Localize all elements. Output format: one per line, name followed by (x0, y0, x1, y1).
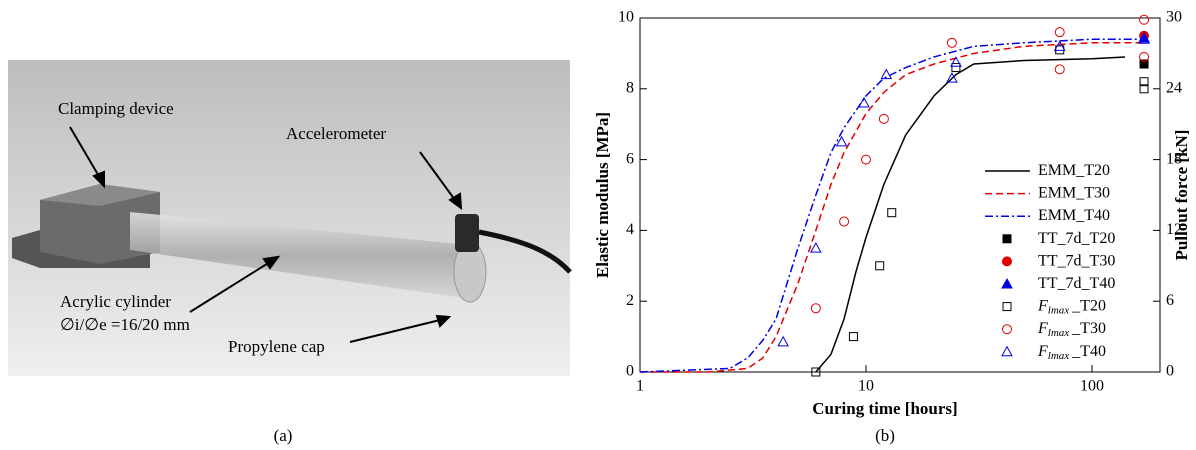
legend-text: _T40 (1071, 342, 1106, 359)
y-tick-label: 0 (626, 363, 634, 380)
marker (810, 242, 822, 253)
legend-label: EMM_T20 (1038, 162, 1110, 179)
annotation: Clamping device (58, 99, 174, 118)
legend-subscript: lmax (1048, 349, 1070, 361)
x-tick-label: 10 (858, 378, 874, 395)
legend-label: TT_7d_T30 (1038, 252, 1115, 269)
marker (1138, 32, 1150, 43)
marker (878, 113, 889, 124)
arrows (69, 126, 463, 343)
marker (951, 63, 961, 73)
legend-label: Flmax _T20 (1037, 297, 1106, 316)
legend-label: TT_7d_T20 (1038, 229, 1115, 246)
marker (860, 154, 871, 165)
legend-subscript: lmax (1048, 327, 1070, 339)
acrylic-tube (130, 212, 478, 300)
annotation: ∅i/∅e =16/20 mm (60, 315, 190, 334)
marker (887, 208, 897, 218)
y2-tick-label: 30 (1166, 9, 1182, 26)
legend-text: EMM_T30 (1038, 184, 1110, 201)
legend-label: EMM_T40 (1038, 207, 1110, 224)
legend-label: Flmax _T30 (1037, 320, 1106, 339)
y2-tick-label: 18 (1166, 150, 1182, 167)
legend-text: F (1037, 320, 1048, 337)
legend-text: TT_7d_T20 (1038, 229, 1115, 246)
marker (1139, 77, 1149, 87)
y2-tick-label: 12 (1166, 221, 1182, 238)
marker (858, 96, 870, 108)
legend-text: TT_7d_T30 (1038, 252, 1115, 269)
annotation: Propylene cap (228, 337, 325, 356)
y2-tick-label: 24 (1166, 79, 1182, 96)
data-line (640, 42, 1145, 373)
legend-text: _T20 (1071, 297, 1106, 314)
marker (777, 335, 790, 347)
legend-label: EMM_T30 (1038, 184, 1110, 201)
data-line (815, 56, 1126, 373)
legend-text: EMM_T40 (1038, 207, 1110, 224)
legend-subscript: lmax (1048, 304, 1070, 316)
marker (1053, 40, 1066, 51)
accelerometer (455, 214, 479, 252)
legend-text: F (1037, 297, 1048, 314)
cable (478, 229, 572, 274)
marker (1139, 84, 1149, 94)
clamp-top (40, 184, 160, 206)
y-tick-label: 4 (626, 221, 634, 238)
marker (839, 216, 850, 227)
marker (946, 72, 958, 83)
marker (1139, 59, 1149, 69)
caption: (a) (274, 426, 293, 445)
caption: (b) (875, 426, 895, 445)
marker (810, 303, 821, 314)
annotation: Acrylic cylinder (60, 292, 171, 311)
y-tick-label: 8 (626, 79, 634, 96)
data-line (639, 38, 1145, 373)
legend-marker (1001, 345, 1013, 357)
legend-label: TT_7d_T40 (1038, 275, 1115, 292)
x-tick-label: 100 (1080, 378, 1104, 395)
marker (1139, 51, 1150, 62)
y2-axis-title: Pullout force [kN] (1172, 130, 1191, 261)
legend-marker (1002, 256, 1012, 267)
legend-marker (1002, 234, 1012, 244)
marker (950, 56, 962, 67)
legend-marker (1001, 277, 1013, 289)
photo: Clamping device Accelerometer Acrylic cy… (8, 60, 572, 376)
marker (811, 367, 821, 377)
y-tick-label: 6 (626, 150, 634, 167)
legend-label: Flmax _T40 (1037, 342, 1106, 361)
annotation: Accelerometer (286, 124, 386, 143)
marker (1138, 33, 1150, 44)
plot-frame (639, 17, 1161, 373)
legend-marker (1002, 324, 1012, 335)
y2-tick-label: 6 (1166, 292, 1174, 309)
marker (946, 37, 957, 48)
y2-tick-label: 0 (1166, 363, 1174, 380)
y-tick-label: 2 (626, 292, 634, 309)
legend-text: EMM_T20 (1038, 162, 1110, 179)
legend-text: F (1037, 342, 1048, 359)
marker (1054, 64, 1065, 75)
x-axis-title: Curing time [hours] (812, 399, 957, 418)
legend-text: TT_7d_T40 (1038, 275, 1115, 292)
marker (1139, 14, 1150, 25)
marker (848, 332, 858, 342)
marker (880, 68, 893, 80)
y-axis-title: Elastic modulus [MPa] (593, 112, 612, 278)
x-tick-label: 1 (636, 378, 644, 395)
marker (1054, 27, 1065, 38)
legend-text: _T30 (1071, 320, 1106, 337)
marker (875, 261, 885, 271)
marker (835, 135, 848, 147)
legend-marker (1002, 302, 1012, 312)
y-tick-label: 10 (618, 9, 634, 26)
